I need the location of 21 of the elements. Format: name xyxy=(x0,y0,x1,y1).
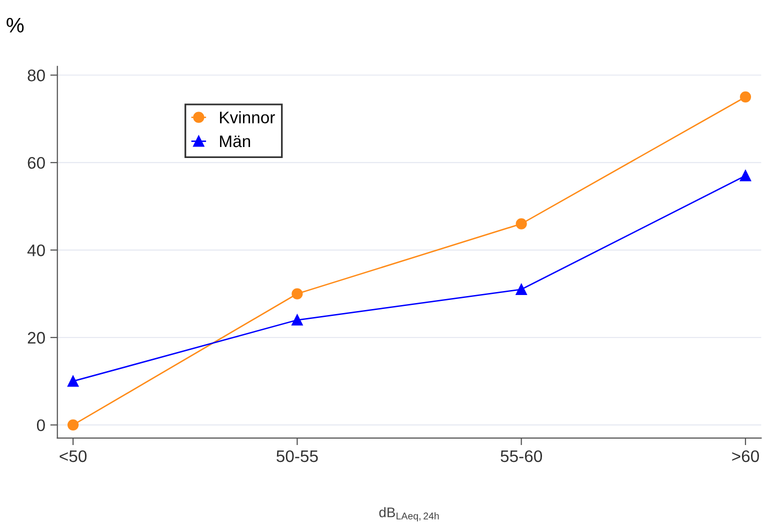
y-tick-label: 80 xyxy=(28,70,45,82)
point xyxy=(292,314,303,326)
x-tick-label: <50 xyxy=(60,450,87,462)
legend-label: Män xyxy=(220,136,250,148)
point xyxy=(68,419,79,431)
y-tick-label: 40 xyxy=(27,244,45,256)
x-tick-label: 55-60 xyxy=(500,450,542,462)
y-tick-label: 0 xyxy=(36,419,45,432)
point xyxy=(740,170,752,182)
y-tick-label: 60 xyxy=(28,156,45,169)
point xyxy=(516,218,527,230)
point xyxy=(740,91,752,103)
point xyxy=(68,376,79,387)
x-tick-label: >60 xyxy=(732,450,759,462)
point xyxy=(516,284,527,295)
y-tick-label: 20 xyxy=(28,332,45,344)
x-axis-title: dB$_{LAeq,24h}$ xyxy=(379,507,439,522)
x-tick-label: 50-55 xyxy=(276,450,318,462)
point xyxy=(292,288,303,300)
y-axis-title: % xyxy=(6,18,24,32)
legend-label: Kvinnor xyxy=(220,111,275,124)
